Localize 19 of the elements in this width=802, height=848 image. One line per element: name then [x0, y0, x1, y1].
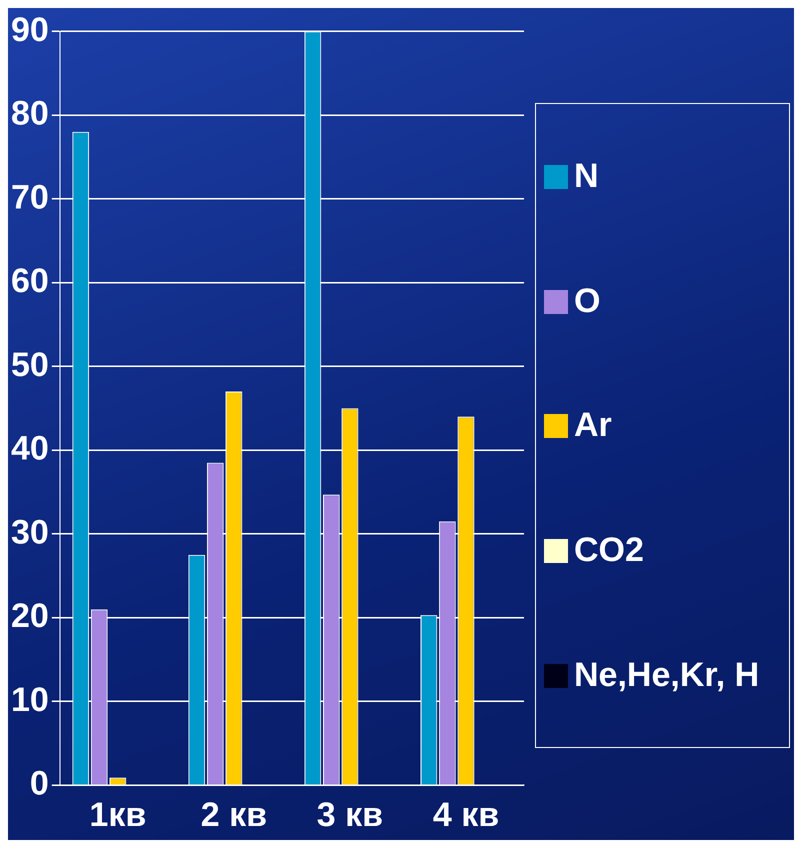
- y-tick-label: 30: [10, 513, 49, 552]
- y-tick-label: 50: [10, 346, 49, 384]
- y-tick-label: 90: [10, 10, 49, 49]
- legend-label: N: [574, 156, 599, 196]
- legend-label: Ar: [574, 405, 612, 446]
- legend-label: CO2: [574, 530, 644, 570]
- y-tick-label: 40: [10, 430, 49, 468]
- x-tick-label: 3 кв: [316, 796, 384, 834]
- y-tick-label: 10: [10, 680, 49, 719]
- y-tick-label: 70: [10, 178, 49, 216]
- y-tick-label: 80: [10, 94, 49, 133]
- y-tick-label: 20: [10, 597, 49, 636]
- x-tick-label: 2 кв: [200, 796, 268, 834]
- x-tick-label: 1кв: [89, 796, 146, 834]
- x-tick-label: 4 кв: [432, 796, 500, 834]
- y-tick-label: 60: [10, 262, 49, 300]
- legend-label: Ne,He,Kr, H: [574, 654, 760, 695]
- legend-label: O: [574, 280, 600, 321]
- y-tick-label: 0: [30, 764, 49, 803]
